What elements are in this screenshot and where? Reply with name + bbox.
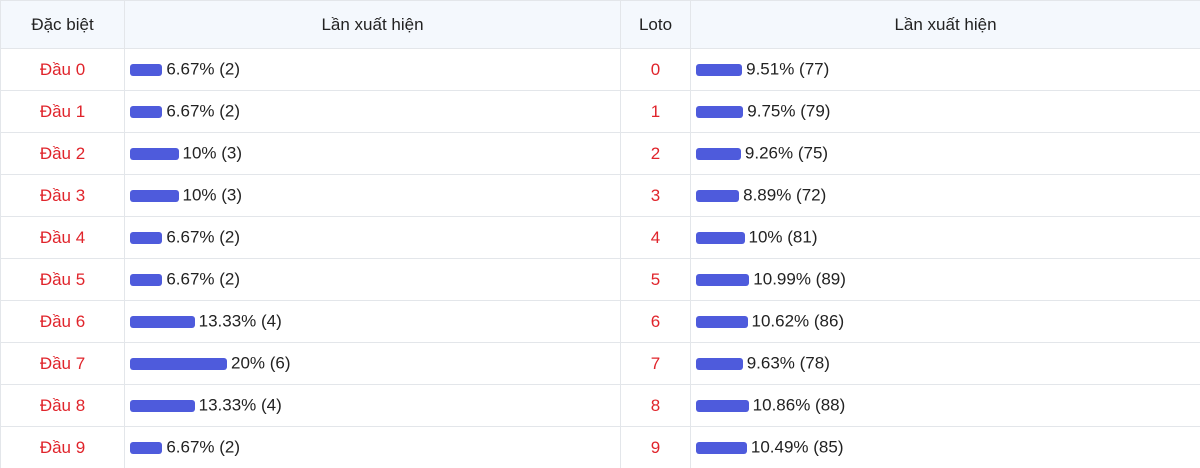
value-cell: 10% (81)	[690, 216, 1200, 259]
header-cell: Lần xuất hiện	[690, 0, 1200, 49]
row-label: 9	[620, 426, 691, 468]
value-label: 6.67% (2)	[166, 437, 241, 457]
row-label: 3	[620, 174, 691, 217]
row: Đầu 8 13.33% (4) 8 10.86% (88)	[0, 384, 1200, 427]
value-label: 10.62% (86)	[751, 311, 845, 331]
value-cell: 9.63% (78)	[690, 342, 1200, 385]
value-cell: 10% (3)	[124, 132, 621, 175]
bar	[130, 105, 163, 118]
row: Đầu 4 6.67% (2) 4 10% (81)	[0, 216, 1200, 259]
value-label: 13.33% (4)	[198, 311, 282, 331]
value-cell: 6.67% (2)	[124, 90, 621, 133]
row-label: Đầu 8	[0, 384, 125, 427]
bar	[696, 315, 748, 328]
row: Đầu 6 13.33% (4) 6 10.62% (86)	[0, 300, 1200, 343]
bar	[130, 315, 195, 328]
bar	[696, 189, 740, 202]
value-label: 8.89% (72)	[743, 185, 827, 205]
row-label: 8	[620, 384, 691, 427]
bar	[130, 399, 195, 412]
value-cell: 6.67% (2)	[124, 48, 621, 91]
value-cell: 13.33% (4)	[124, 300, 621, 343]
value-label: 13.33% (4)	[198, 395, 282, 415]
bar	[130, 273, 163, 286]
bar	[130, 147, 179, 160]
row-label: Đầu 0	[0, 48, 125, 91]
row: Đầu 1 6.67% (2) 1 9.75% (79)	[0, 90, 1200, 133]
header-row: Đặc biệt Lần xuất hiện Loto Lần xuất hiện	[0, 0, 1200, 49]
row-label: Đầu 6	[0, 300, 125, 343]
bar	[696, 63, 743, 76]
bar	[696, 147, 741, 160]
value-label: 6.67% (2)	[166, 269, 241, 289]
value-label: 10% (81)	[748, 227, 818, 247]
value-cell: 10.62% (86)	[690, 300, 1200, 343]
row-label: Đầu 4	[0, 216, 125, 259]
row-label: Đầu 5	[0, 258, 125, 301]
value-label: 9.75% (79)	[747, 101, 831, 121]
value-cell: 13.33% (4)	[124, 384, 621, 427]
bar	[130, 63, 163, 76]
row-label: Đầu 1	[0, 90, 125, 133]
row: Đầu 0 6.67% (2) 0 9.51% (77)	[0, 48, 1200, 91]
bar	[696, 273, 750, 286]
bar	[696, 357, 743, 370]
value-cell: 10% (3)	[124, 174, 621, 217]
value-cell: 10.49% (85)	[690, 426, 1200, 468]
value-label: 10.49% (85)	[750, 437, 844, 457]
bar	[130, 231, 163, 244]
value-cell: 6.67% (2)	[124, 258, 621, 301]
header-cell: Loto	[620, 0, 691, 49]
value-cell: 8.89% (72)	[690, 174, 1200, 217]
value-label: 9.63% (78)	[746, 353, 830, 373]
value-cell: 10.86% (88)	[690, 384, 1200, 427]
value-label: 9.51% (77)	[746, 59, 830, 79]
value-label: 10.99% (89)	[753, 269, 846, 289]
value-label: 9.26% (75)	[744, 143, 829, 163]
value-label: 10% (3)	[182, 143, 243, 163]
row-label: 5	[620, 258, 691, 301]
row-label: 2	[620, 132, 691, 175]
bar	[696, 441, 747, 454]
bar	[696, 105, 744, 118]
bar	[130, 189, 179, 202]
value-cell: 9.26% (75)	[690, 132, 1200, 175]
row: Đầu 3 10% (3) 3 8.89% (72)	[0, 174, 1200, 217]
header-cell: Lần xuất hiện	[124, 0, 621, 49]
row: Đầu 9 6.67% (2) 9 10.49% (85)	[0, 426, 1200, 468]
row-label: 7	[620, 342, 691, 385]
bar	[130, 357, 227, 370]
value-cell: 6.67% (2)	[124, 216, 621, 259]
row-label: Đầu 9	[0, 426, 125, 468]
row-label: Đầu 7	[0, 342, 125, 385]
row-label: 6	[620, 300, 691, 343]
value-label: 20% (6)	[231, 353, 291, 373]
row-label: 4	[620, 216, 691, 259]
value-label: 10.86% (88)	[752, 395, 846, 415]
value-label: 6.67% (2)	[166, 101, 241, 121]
row: Đầu 2 10% (3) 2 9.26% (75)	[0, 132, 1200, 175]
bar	[696, 399, 749, 412]
row-label: 1	[620, 90, 691, 133]
row: Đầu 7 20% (6) 7 9.63% (78)	[0, 342, 1200, 385]
value-label: 6.67% (2)	[166, 59, 241, 79]
bar	[130, 441, 163, 454]
value-cell: 9.75% (79)	[690, 90, 1200, 133]
value-label: 10% (3)	[182, 185, 243, 205]
value-cell: 6.67% (2)	[124, 426, 621, 468]
bar	[696, 231, 745, 244]
row: Đầu 5 6.67% (2) 5 10.99% (89)	[0, 258, 1200, 301]
value-cell: 10.99% (89)	[690, 258, 1200, 301]
header-cell: Đặc biệt	[0, 0, 125, 49]
value-cell: 20% (6)	[124, 342, 621, 385]
value-cell: 9.51% (77)	[690, 48, 1200, 91]
row-label: Đầu 2	[0, 132, 125, 175]
value-label: 6.67% (2)	[166, 227, 241, 247]
row-label: Đầu 3	[0, 174, 125, 217]
row-label: 0	[620, 48, 691, 91]
